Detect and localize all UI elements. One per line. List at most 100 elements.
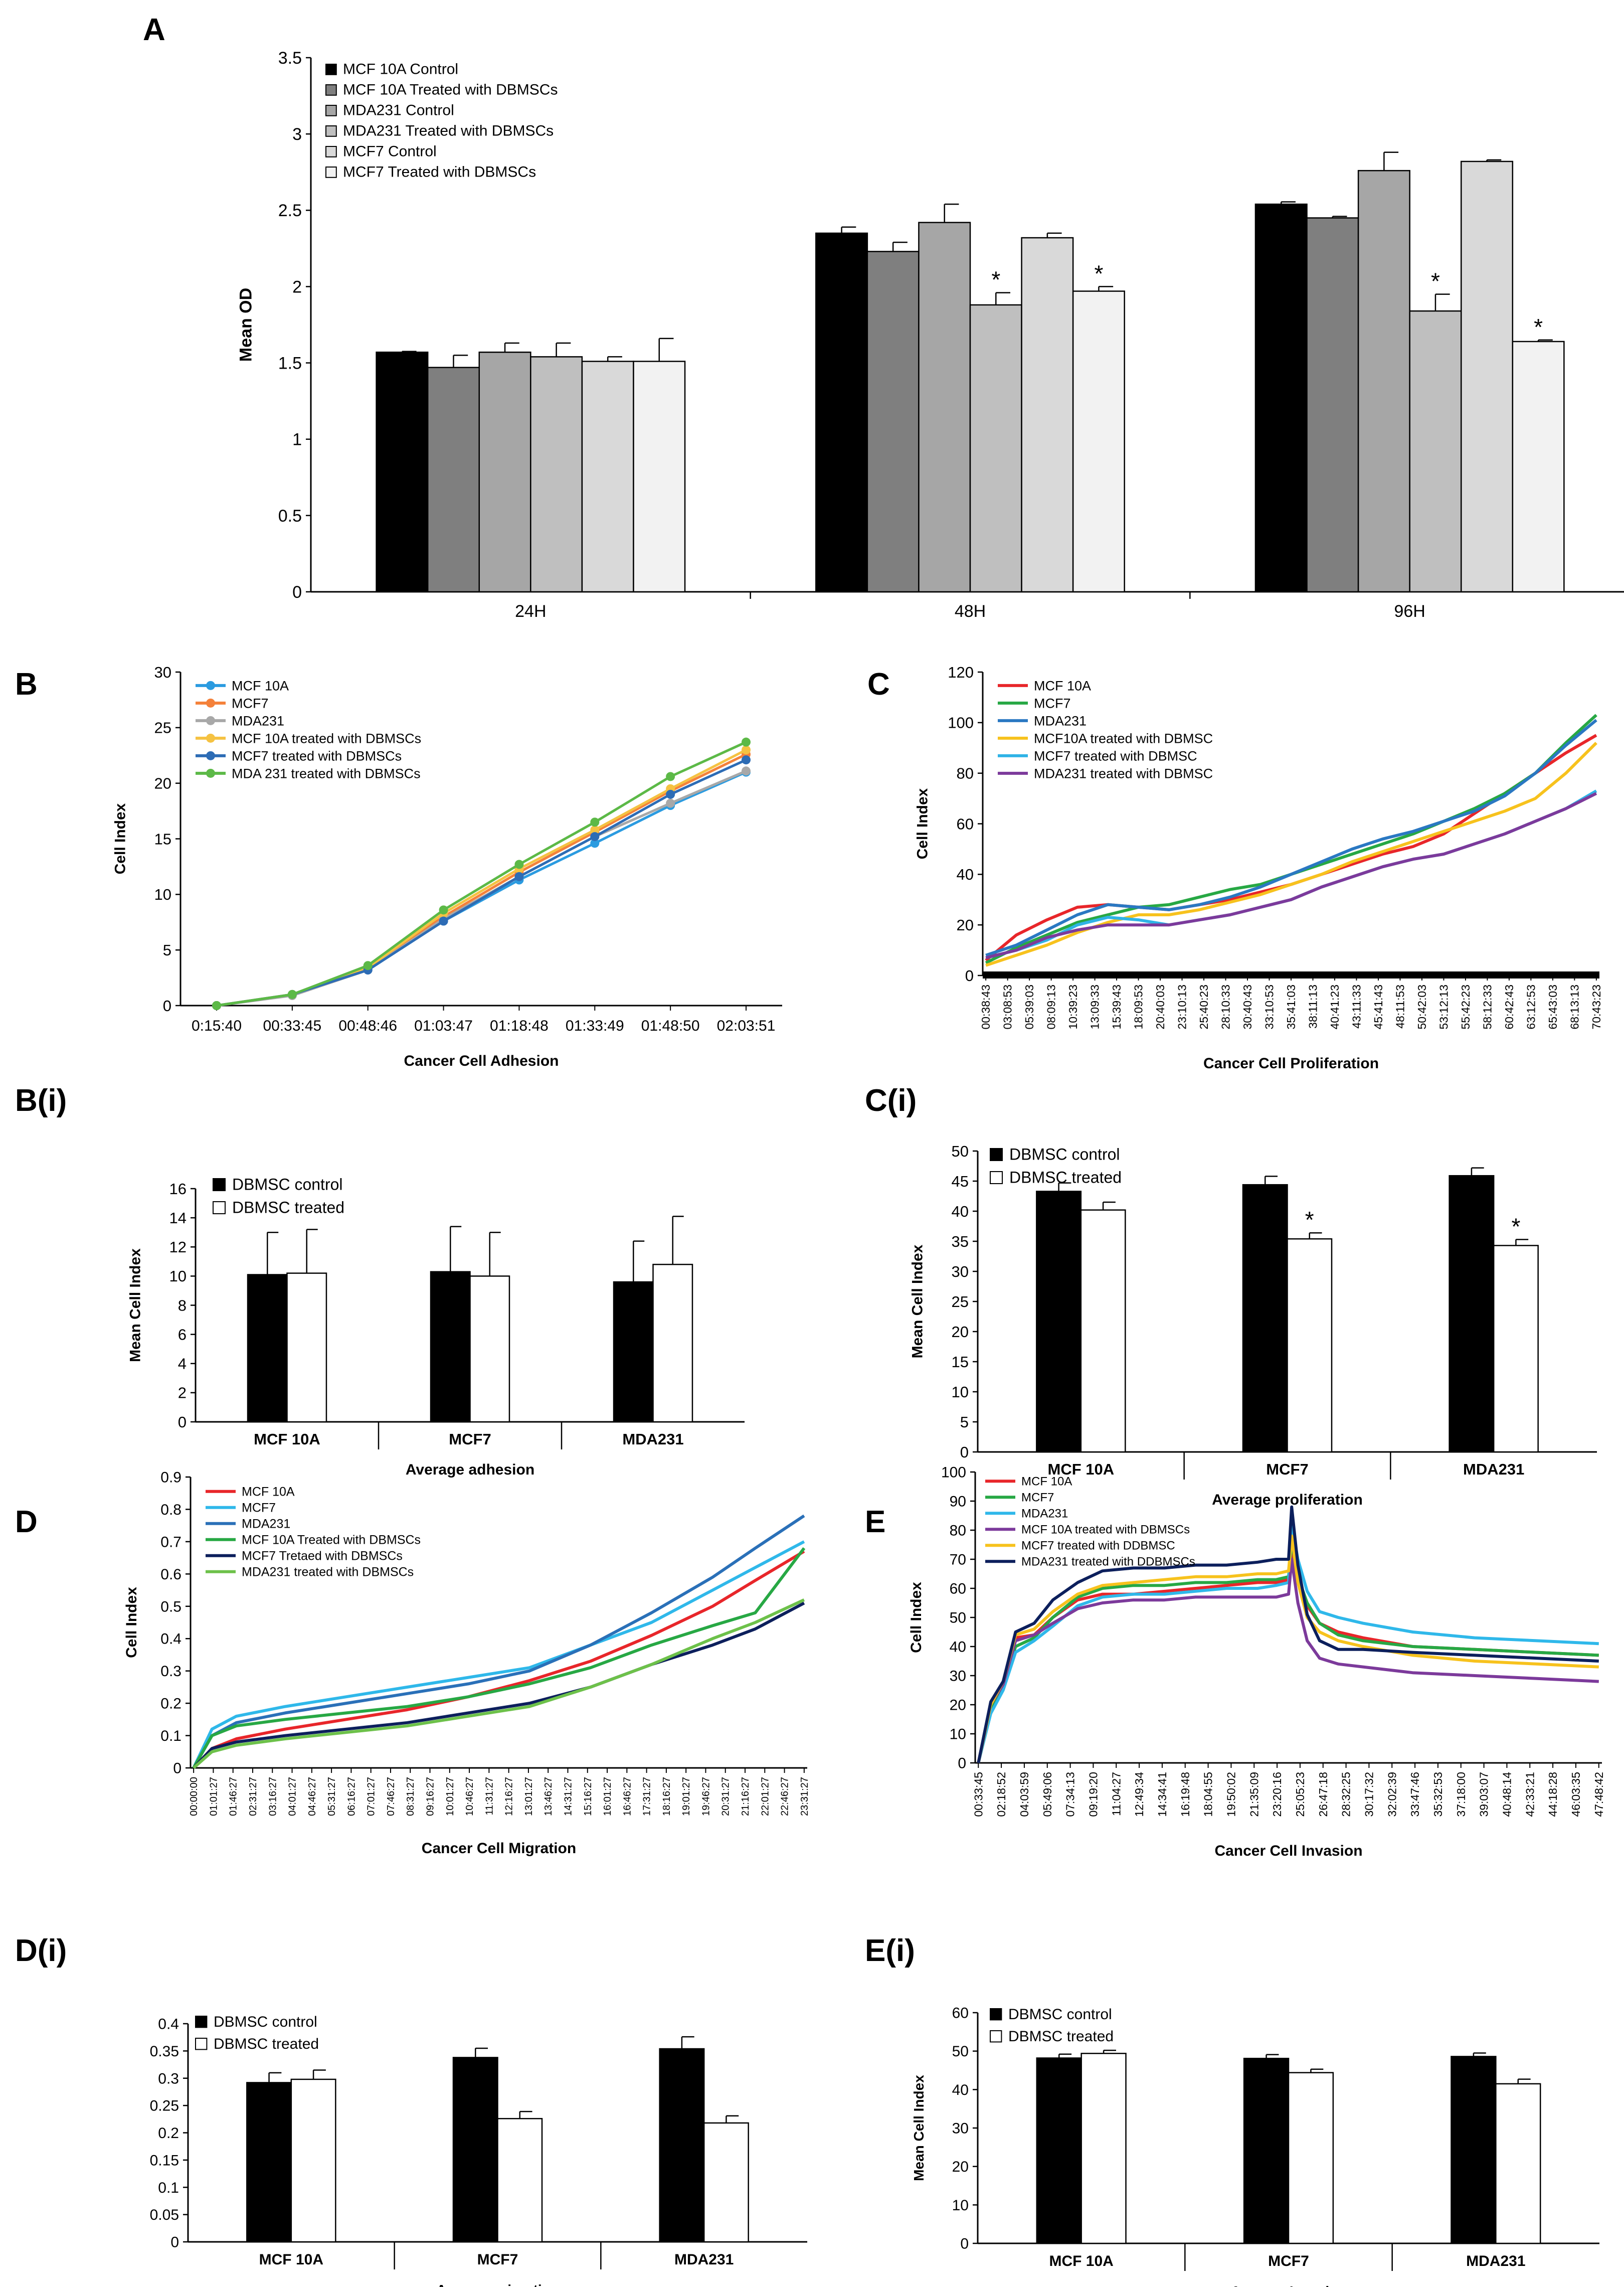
x-tick-label: 10:01:27	[445, 1777, 456, 1816]
y-tick-label: 0.2	[158, 2125, 179, 2142]
legend-label: MDA231 treated with DBMSCs	[242, 1565, 414, 1579]
y-tick-label: 80	[957, 765, 974, 782]
data-point	[742, 737, 751, 747]
y-tick-label: 14	[169, 1209, 187, 1227]
y-tick-label: 60	[957, 815, 974, 833]
series-line	[192, 1601, 805, 1769]
y-tick-label: 100	[941, 1464, 966, 1481]
x-tick-label: 16:19:48	[1179, 1772, 1192, 1817]
series-line	[216, 741, 747, 1007]
x-tick-label: 33:47:46	[1408, 1772, 1421, 1817]
bar	[1080, 2053, 1127, 2244]
legend-label: MCF7 Control	[343, 143, 437, 160]
x-tick-label: 32:02:39	[1385, 1772, 1398, 1817]
bar	[290, 2078, 336, 2243]
y-tick-label: 120	[948, 664, 974, 681]
x-tick-label: 47:48:42	[1592, 1772, 1605, 1817]
series-line	[985, 792, 1597, 959]
y-tick-label: 0.3	[158, 2070, 179, 2087]
bar	[246, 2082, 292, 2243]
y-axis-label: Mean Cell Index	[127, 1248, 143, 1362]
x-tick-label: 13:01:27	[523, 1777, 534, 1816]
x-tick-label: 60:42:43	[1503, 985, 1516, 1030]
panel-label-8: E(i)	[865, 1933, 915, 1968]
y-tick-label: 6	[178, 1326, 187, 1343]
legend-swatch	[325, 167, 337, 178]
data-point	[666, 798, 675, 808]
y-tick-label: 35	[952, 1233, 969, 1250]
bar	[652, 1263, 693, 1423]
x-tick-label: 06:16:27	[346, 1777, 357, 1816]
legend-label: DBMSC control	[232, 1176, 343, 1194]
y-tick-label: 60	[952, 2005, 969, 2022]
y-tick-label: 3.5	[278, 49, 302, 68]
legend-label: MCF 10A	[232, 678, 289, 693]
x-category-label: MCF7	[1266, 1460, 1308, 1478]
bar	[613, 1281, 654, 1423]
y-tick-label: 40	[952, 2082, 969, 2098]
legend-label: DBMSC treated	[232, 1199, 344, 1217]
legend-label: MCF7 treated with DDBMSC	[1021, 1539, 1175, 1553]
x-tick-label: 02:03:51	[717, 1018, 776, 1034]
legend-marker	[206, 733, 215, 743]
legend-swatch	[990, 2030, 1002, 2043]
x-category-label: MCF 10A	[1048, 1460, 1115, 1478]
x-tick-label: 40:41:23	[1328, 985, 1341, 1030]
y-tick-label: 0.7	[160, 1534, 182, 1550]
y-tick-label: 45	[952, 1173, 969, 1190]
x-tick-label: 48:11:53	[1393, 985, 1406, 1029]
legend-swatch	[325, 105, 337, 116]
y-tick-label: 40	[957, 866, 974, 883]
series-line	[977, 1540, 1599, 1763]
y-tick-label: 50	[950, 1610, 966, 1626]
x-axis-title: Cancer Cell Proliferation	[1203, 1055, 1379, 1072]
y-tick-label: 0	[965, 967, 974, 985]
y-tick-label: 2	[178, 1384, 187, 1402]
y-tick-label: 25	[952, 1293, 969, 1311]
x-tick-label: 20:40:03	[1154, 985, 1167, 1030]
bar	[427, 367, 480, 593]
y-axis-label: Cell Index	[112, 803, 128, 874]
y-tick-label: 4	[178, 1355, 187, 1373]
data-point	[590, 832, 600, 842]
y-tick-label: 5	[960, 1413, 969, 1431]
bar	[815, 232, 868, 593]
x-tick-label: 12:16:27	[504, 1777, 515, 1816]
y-tick-label: 20	[957, 916, 974, 934]
y-tick-label: 25	[154, 719, 171, 737]
legend-label: MCF7	[232, 696, 269, 711]
x-tick-label: 39:03:07	[1478, 1772, 1491, 1817]
y-tick-label: 16	[169, 1180, 187, 1198]
x-tick-label: 07:01:27	[366, 1777, 377, 1816]
bar	[659, 2048, 705, 2243]
x-tick-label: 45:41:43	[1372, 985, 1385, 1030]
x-tick-label: 19:46:27	[700, 1777, 711, 1816]
series-line	[192, 1514, 805, 1769]
y-tick-label: 15	[154, 830, 171, 848]
series-line	[977, 1523, 1599, 1763]
x-tick-label: 44:18:28	[1546, 1772, 1559, 1817]
y-tick-label: 1.5	[278, 354, 302, 373]
series-line	[977, 1534, 1599, 1763]
panel-label-6: E	[865, 1505, 885, 1539]
significance-star: *	[1094, 260, 1103, 286]
x-tick-label: 37:18:00	[1455, 1772, 1468, 1817]
legend-marker	[206, 768, 215, 778]
significance-star: *	[1431, 268, 1440, 294]
y-tick-label: 10	[952, 2197, 969, 2214]
legend-label: DBMSC control	[214, 2014, 317, 2030]
x-tick-label: 23:10:13	[1176, 985, 1189, 1030]
x-tick-label: 68:13:13	[1568, 985, 1581, 1030]
y-tick-label: 0	[960, 1443, 969, 1461]
bar	[452, 2057, 498, 2243]
bar	[430, 1271, 471, 1423]
legend-swatch	[990, 2008, 1002, 2021]
x-tick-label: 01:48:50	[641, 1018, 700, 1034]
x-tick-label: 04:46:27	[307, 1777, 318, 1816]
legend-label: MCF 10A Treated with DBMSCs	[343, 82, 558, 98]
legend-label: MDA231 treated with DDBMSCs	[1021, 1555, 1195, 1569]
x-category-label: MDA231	[674, 2251, 734, 2268]
bar	[497, 2117, 543, 2243]
x-axis-title: Cancer Cell Migration	[422, 1840, 576, 1857]
